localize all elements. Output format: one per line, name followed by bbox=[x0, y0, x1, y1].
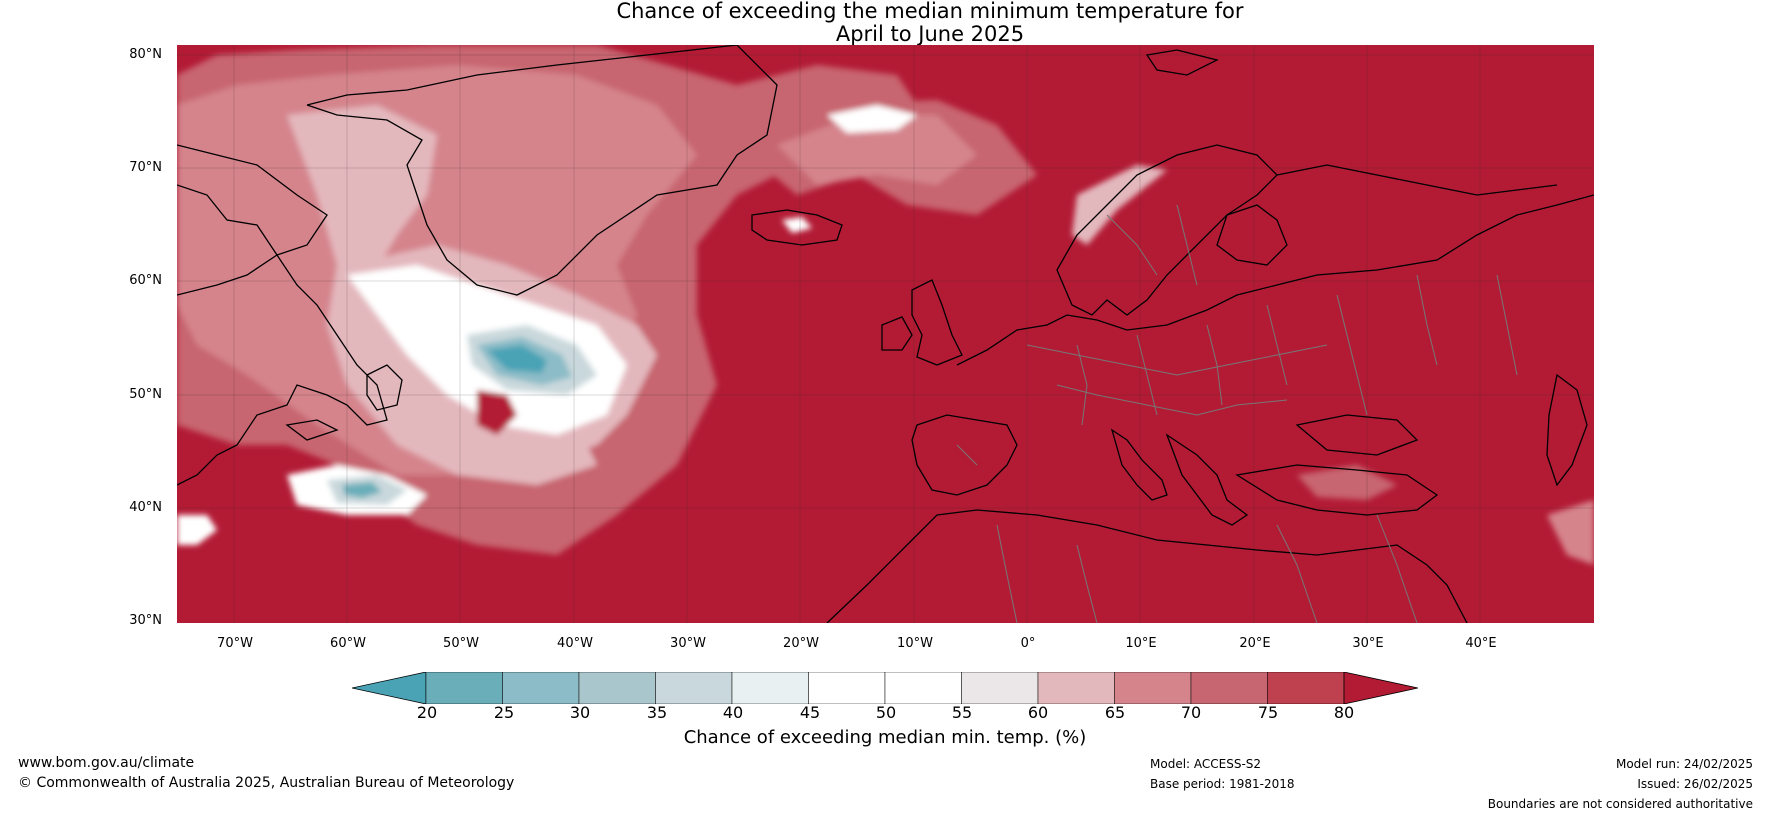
lon-label-30e: 30°E bbox=[1352, 636, 1384, 651]
borders bbox=[956, 204, 1518, 623]
lon-label-70w: 70°W bbox=[217, 636, 253, 651]
lat-label-40n: 40°N bbox=[129, 500, 162, 515]
footer-model: Model: ACCESS-S2 bbox=[1150, 757, 1262, 771]
coast-baffin bbox=[177, 144, 328, 256]
colorbar-tick-60: 60 bbox=[1027, 703, 1049, 722]
lon-label-60w: 60°W bbox=[330, 636, 366, 651]
prob-zone-65-ne bbox=[777, 115, 977, 185]
lon-label-20e: 20°E bbox=[1239, 636, 1271, 651]
colorbar-segment bbox=[1114, 671, 1192, 705]
prob-zone-mideast bbox=[1547, 500, 1594, 565]
coast-nafrica bbox=[826, 509, 1468, 623]
title-line-1: Chance of exceeding the median minimum t… bbox=[616, 0, 1244, 23]
coast-blacksea bbox=[1295, 414, 1419, 456]
coast-finland bbox=[1216, 204, 1288, 266]
coast-iceland bbox=[751, 209, 843, 246]
lon-label-30w: 30°W bbox=[670, 636, 706, 651]
colorbar-extend-low bbox=[351, 671, 427, 705]
coast-svalbard bbox=[1145, 49, 1219, 76]
colorbar-tick-80: 80 bbox=[1333, 703, 1355, 722]
footer-website: www.bom.gov.au/climate bbox=[18, 755, 195, 771]
lat-label-60n: 60°N bbox=[129, 273, 162, 288]
colorbar-segment bbox=[655, 671, 733, 705]
lon-label-40e: 40°E bbox=[1465, 636, 1497, 651]
graticule bbox=[177, 45, 1594, 623]
coast-labrador bbox=[177, 254, 388, 486]
prob-zone-norway bbox=[1072, 165, 1167, 245]
probability-field bbox=[177, 45, 1594, 565]
coast-turkey bbox=[1235, 464, 1439, 516]
prob-zone-turkey bbox=[1297, 465, 1397, 500]
colorbar-label: Chance of exceeding median min. temp. (%… bbox=[683, 727, 1087, 748]
footer-disclaimer: Boundaries are not considered authoritat… bbox=[1487, 797, 1753, 811]
coast-newfoundland bbox=[366, 364, 403, 411]
colorbar-svg bbox=[351, 671, 1419, 705]
probability-map bbox=[177, 45, 1594, 623]
coast-caspian bbox=[1546, 373, 1588, 487]
coast-europe bbox=[956, 194, 1594, 366]
colorbar-tick-35: 35 bbox=[646, 703, 668, 722]
colorbar-tick-30: 30 bbox=[569, 703, 591, 722]
footer-model-run: Model run: 24/02/2025 bbox=[1615, 757, 1753, 771]
footer-base-period: Base period: 1981-2018 bbox=[1150, 777, 1295, 791]
colorbar-segment bbox=[425, 671, 503, 705]
prob-zone-sw-corner bbox=[177, 515, 217, 545]
lon-label-10e: 10°E bbox=[1125, 636, 1157, 651]
coastlines bbox=[177, 45, 1594, 623]
coast-italy bbox=[1110, 428, 1168, 501]
colorbar-segment bbox=[808, 671, 886, 705]
coast-iberia bbox=[911, 414, 1018, 496]
lon-label-0: 0° bbox=[1020, 636, 1036, 651]
colorbar bbox=[351, 671, 1419, 705]
coast-greenland bbox=[306, 45, 778, 296]
lon-label-50w: 50°W bbox=[443, 636, 479, 651]
prob-zone-20 bbox=[487, 345, 547, 373]
colorbar-segment bbox=[578, 671, 656, 705]
colorbar-segment bbox=[961, 671, 1039, 705]
footer-issued: Issued: 26/02/2025 bbox=[1637, 777, 1753, 791]
lat-label-30n: 30°N bbox=[129, 613, 162, 628]
lon-label-20w: 20°W bbox=[783, 636, 819, 651]
coast-novascotia bbox=[285, 419, 339, 441]
lon-label-40w: 40°W bbox=[557, 636, 593, 651]
colorbar-tick-20: 20 bbox=[416, 703, 438, 722]
colorbar-tick-70: 70 bbox=[1180, 703, 1202, 722]
colorbar-tick-65: 65 bbox=[1104, 703, 1126, 722]
colorbar-tick-40: 40 bbox=[722, 703, 744, 722]
colorbar-tick-45: 45 bbox=[799, 703, 821, 722]
colorbar-tick-55: 55 bbox=[951, 703, 973, 722]
title-line-2: April to June 2025 bbox=[835, 22, 1025, 46]
colorbar-segment bbox=[502, 671, 580, 705]
prob-zone-20-sw bbox=[342, 482, 382, 498]
prob-zone-80-pocket bbox=[477, 390, 517, 435]
lat-label-70n: 70°N bbox=[129, 160, 162, 175]
coast-ireland bbox=[881, 316, 913, 351]
lon-label-10w: 10°W bbox=[897, 636, 933, 651]
colorbar-segment bbox=[731, 671, 809, 705]
colorbar-segment bbox=[1190, 671, 1268, 705]
colorbar-segment bbox=[1037, 671, 1115, 705]
prob-zone-iceland bbox=[782, 217, 812, 233]
map-svg bbox=[177, 45, 1594, 623]
lat-label-50n: 50°N bbox=[129, 387, 162, 402]
coast-balkans bbox=[1165, 433, 1249, 526]
colorbar-segment bbox=[1267, 671, 1345, 705]
colorbar-tick-50: 50 bbox=[875, 703, 897, 722]
colorbar-tick-75: 75 bbox=[1257, 703, 1279, 722]
prob-zone-60 bbox=[287, 105, 597, 485]
prob-zone-svalbard-white bbox=[827, 105, 917, 133]
footer-copyright: © Commonwealth of Australia 2025, Austra… bbox=[18, 775, 515, 791]
coast-kola bbox=[1276, 164, 1558, 196]
coast-britain bbox=[911, 279, 963, 366]
colorbar-segment bbox=[884, 671, 962, 705]
lat-label-80n: 80°N bbox=[129, 47, 162, 62]
colorbar-tick-25: 25 bbox=[493, 703, 515, 722]
colorbar-extend-high bbox=[1343, 671, 1419, 705]
map-title: Chance of exceeding the median minimum t… bbox=[0, 0, 1770, 46]
